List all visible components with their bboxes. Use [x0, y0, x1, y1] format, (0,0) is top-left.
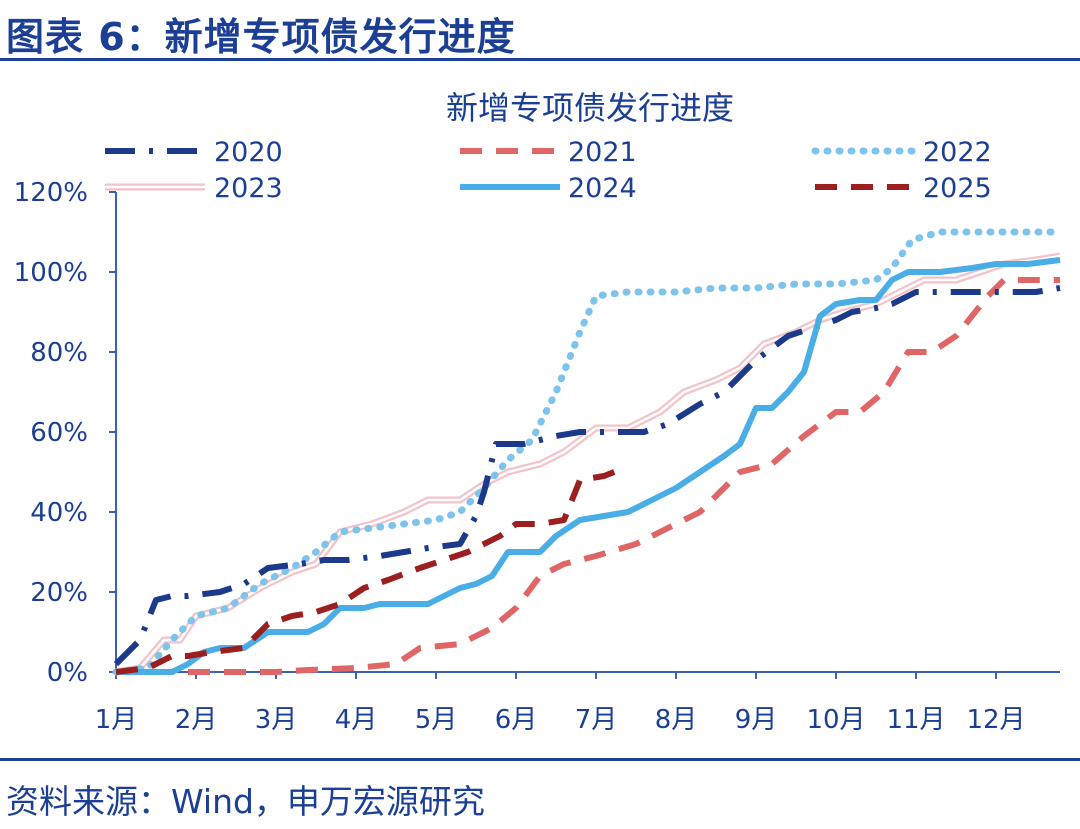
series-2023 — [115, 252, 1061, 676]
x-tick-label: 1月 — [95, 705, 138, 735]
series-2024 — [116, 257, 1061, 675]
x-tick-label: 7月 — [575, 705, 618, 735]
legend-label-2025: 2025 — [923, 173, 992, 204]
legend-item-2022: 2022 — [811, 137, 992, 168]
source-note: 资料来源：Wind，申万宏源研究 — [6, 782, 485, 821]
chart-title: 新增专项债发行进度 — [446, 89, 734, 127]
figure-title: 图表 6：新增专项债发行进度 — [6, 15, 516, 59]
series-line-2022 — [112, 228, 1064, 676]
series-2020 — [113, 285, 1061, 667]
x-tick-label: 9月 — [735, 705, 778, 735]
legend-item-2024: 2024 — [460, 173, 637, 204]
y-tick-label: 120% — [14, 178, 88, 208]
legend-item-2020: 2020 — [105, 137, 283, 168]
line-chart: 新增专项债发行进度 2020 2021 2022 2023 2024 2025 0% 20%… — [14, 89, 1064, 735]
legend-label-2021: 2021 — [568, 137, 637, 168]
x-tick-label: 6月 — [495, 705, 538, 735]
top-rule — [0, 58, 1080, 61]
axes: 0% 20% 40% 60% 80% 100% 120% 1月 2月 3月 4月 5月 6月 7月 8月 9月… — [14, 178, 1060, 735]
x-tick-label: 3月 — [255, 705, 298, 735]
series-2025 — [115, 465, 626, 675]
x-tick-label: 11月 — [886, 705, 945, 735]
x-tick-label: 5月 — [415, 705, 458, 735]
series-layer — [112, 228, 1064, 676]
legend-label-2023: 2023 — [214, 173, 283, 204]
y-tick-label: 100% — [14, 258, 88, 288]
series-line-2023 — [115, 252, 1061, 676]
x-tick-label: 2月 — [175, 705, 218, 735]
x-tick-label: 10月 — [806, 705, 865, 735]
series-line-2020 — [113, 285, 1061, 667]
series-2021 — [116, 277, 1060, 675]
y-tick-label: 20% — [30, 578, 88, 608]
series-line-2021 — [116, 277, 1060, 675]
legend-item-2025: 2025 — [815, 173, 992, 204]
legend-label-2024: 2024 — [568, 173, 637, 204]
series-line-2025 — [115, 465, 626, 675]
bottom-rule — [0, 758, 1080, 761]
x-tick-label: 4月 — [335, 705, 378, 735]
y-tick-label: 60% — [30, 418, 88, 448]
legend-item-2021: 2021 — [460, 137, 637, 168]
series-line-2023-inner — [115, 254, 1061, 674]
x-tick-label: 12月 — [966, 705, 1025, 735]
legend: 2020 2021 2022 2023 2024 2025 — [105, 137, 992, 204]
x-tick-label: 8月 — [655, 705, 698, 735]
series-line-2024 — [116, 257, 1061, 675]
y-tick-label: 40% — [30, 498, 88, 528]
y-tick-label: 0% — [47, 658, 88, 688]
legend-item-2023: 2023 — [105, 173, 283, 204]
legend-label-2020: 2020 — [214, 137, 283, 168]
y-tick-label: 80% — [30, 338, 88, 368]
series-2022 — [112, 228, 1064, 676]
legend-label-2022: 2022 — [923, 137, 992, 168]
